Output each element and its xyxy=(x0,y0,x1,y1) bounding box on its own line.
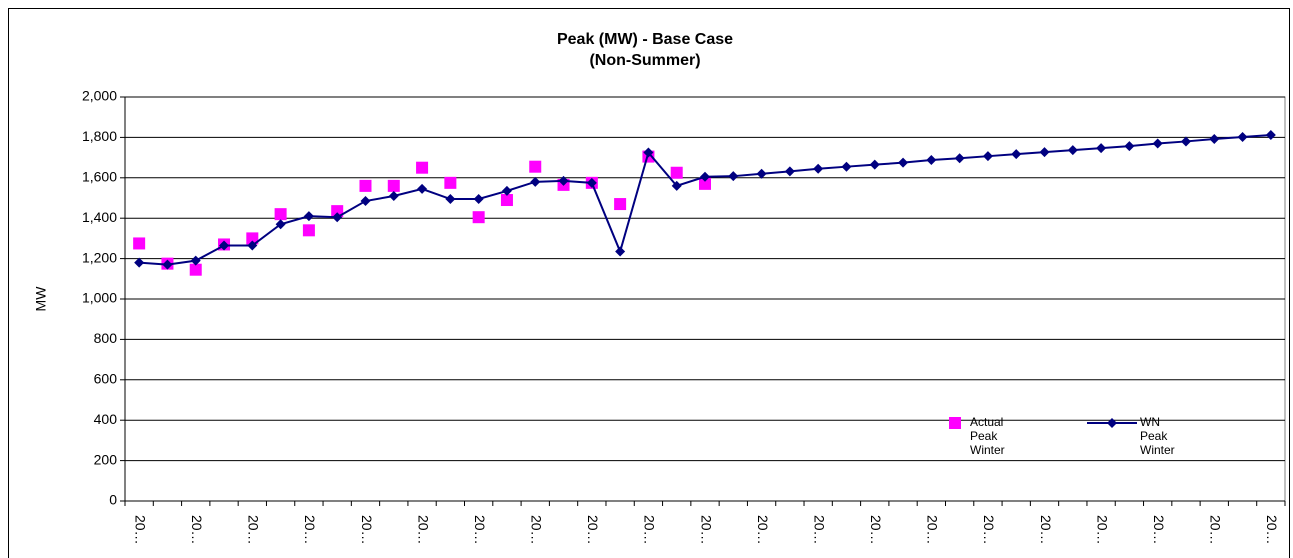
x-tick-label: 20… xyxy=(642,515,658,545)
data-point xyxy=(530,176,541,187)
data-point xyxy=(387,179,400,192)
y-tick-label: 200 xyxy=(94,451,118,467)
x-tick-label: 20… xyxy=(472,515,488,545)
data-point xyxy=(699,177,711,190)
data-point xyxy=(869,159,880,170)
data-point xyxy=(813,163,824,174)
y-tick-label: 600 xyxy=(94,371,118,387)
data-point xyxy=(1209,134,1220,145)
legend-label: Actual Peak Winter xyxy=(970,415,1005,457)
data-point xyxy=(134,257,145,268)
data-point xyxy=(1039,147,1050,158)
data-point xyxy=(162,259,173,270)
data-point xyxy=(472,211,485,224)
data-point xyxy=(1067,145,1078,156)
data-point xyxy=(643,147,654,158)
x-tick-label: 20… xyxy=(302,515,318,545)
data-point xyxy=(784,166,795,177)
data-point xyxy=(615,246,626,257)
x-tick-label: 20… xyxy=(1208,515,1224,545)
data-point xyxy=(189,263,202,276)
data-point xyxy=(303,211,314,222)
data-point xyxy=(614,198,627,211)
x-tick-label: 20… xyxy=(415,515,431,545)
x-tick-label: 20… xyxy=(1038,515,1054,545)
data-point xyxy=(756,168,767,179)
data-point xyxy=(926,155,937,166)
data-point xyxy=(982,151,993,162)
y-tick-label: 2,000 xyxy=(82,88,117,104)
x-tick-label: 20… xyxy=(585,515,601,545)
x-tick-label: 20… xyxy=(1094,515,1110,545)
data-point xyxy=(898,157,909,168)
y-tick-label: 1,000 xyxy=(82,290,117,306)
x-tick-label: 20… xyxy=(755,515,771,545)
chart-subtitle: (Non-Summer) xyxy=(589,52,700,69)
data-point xyxy=(954,153,965,164)
data-point xyxy=(671,180,682,191)
data-point xyxy=(1124,141,1135,152)
x-tick-label: 20… xyxy=(981,515,997,545)
y-tick-label: 1,400 xyxy=(82,209,117,225)
data-point xyxy=(360,196,371,207)
data-point xyxy=(1237,131,1248,142)
x-tick-label: 20… xyxy=(246,515,262,545)
legend-marker xyxy=(949,417,961,429)
data-point xyxy=(501,185,512,196)
x-tick-label: 20… xyxy=(132,515,148,545)
data-point xyxy=(247,240,258,251)
data-point xyxy=(1096,143,1107,154)
x-tick-label: 20… xyxy=(698,515,714,545)
x-tick-label: 20… xyxy=(1151,515,1167,545)
y-tick-label: 1,200 xyxy=(82,249,117,265)
data-point xyxy=(558,175,569,186)
data-point xyxy=(302,224,315,237)
data-point xyxy=(275,219,286,230)
data-point xyxy=(332,212,343,223)
data-point xyxy=(417,183,428,194)
x-tick-label: 20… xyxy=(868,515,884,545)
data-point xyxy=(444,176,457,189)
data-point xyxy=(500,194,513,207)
data-point xyxy=(388,190,399,201)
y-tick-label: 1,800 xyxy=(82,128,117,144)
data-point xyxy=(670,166,683,179)
y-tick-label: 800 xyxy=(94,330,118,346)
x-tick-label: 20… xyxy=(1264,515,1280,545)
legend-marker xyxy=(1107,418,1117,428)
x-tick-label: 20… xyxy=(359,515,375,545)
data-point xyxy=(841,161,852,172)
data-point xyxy=(359,179,372,192)
data-point xyxy=(473,194,484,205)
x-tick-label: 20… xyxy=(189,515,205,545)
legend-label: WN Peak Winter xyxy=(1140,415,1175,457)
data-point xyxy=(728,171,739,182)
y-axis-label: MW xyxy=(33,286,49,312)
data-point xyxy=(219,240,230,251)
data-point xyxy=(133,237,146,250)
x-tick-label: 20… xyxy=(925,515,941,545)
data-point xyxy=(586,177,597,188)
data-point xyxy=(1152,138,1163,149)
data-point xyxy=(246,232,259,245)
data-point xyxy=(529,160,542,173)
data-point xyxy=(1011,149,1022,160)
y-tick-label: 0 xyxy=(109,492,117,508)
data-point xyxy=(700,171,710,182)
chart-title: Peak (MW) - Base Case xyxy=(557,31,733,48)
data-point xyxy=(445,194,456,205)
data-point xyxy=(416,161,429,174)
x-tick-label: 20… xyxy=(811,515,827,545)
data-point xyxy=(190,255,201,266)
y-tick-label: 1,600 xyxy=(82,169,117,185)
x-tick-label: 20… xyxy=(529,515,545,545)
data-point xyxy=(274,208,287,221)
data-point xyxy=(1180,136,1191,147)
data-point xyxy=(1265,129,1276,140)
y-tick-label: 400 xyxy=(94,411,118,427)
data-point xyxy=(331,205,344,218)
